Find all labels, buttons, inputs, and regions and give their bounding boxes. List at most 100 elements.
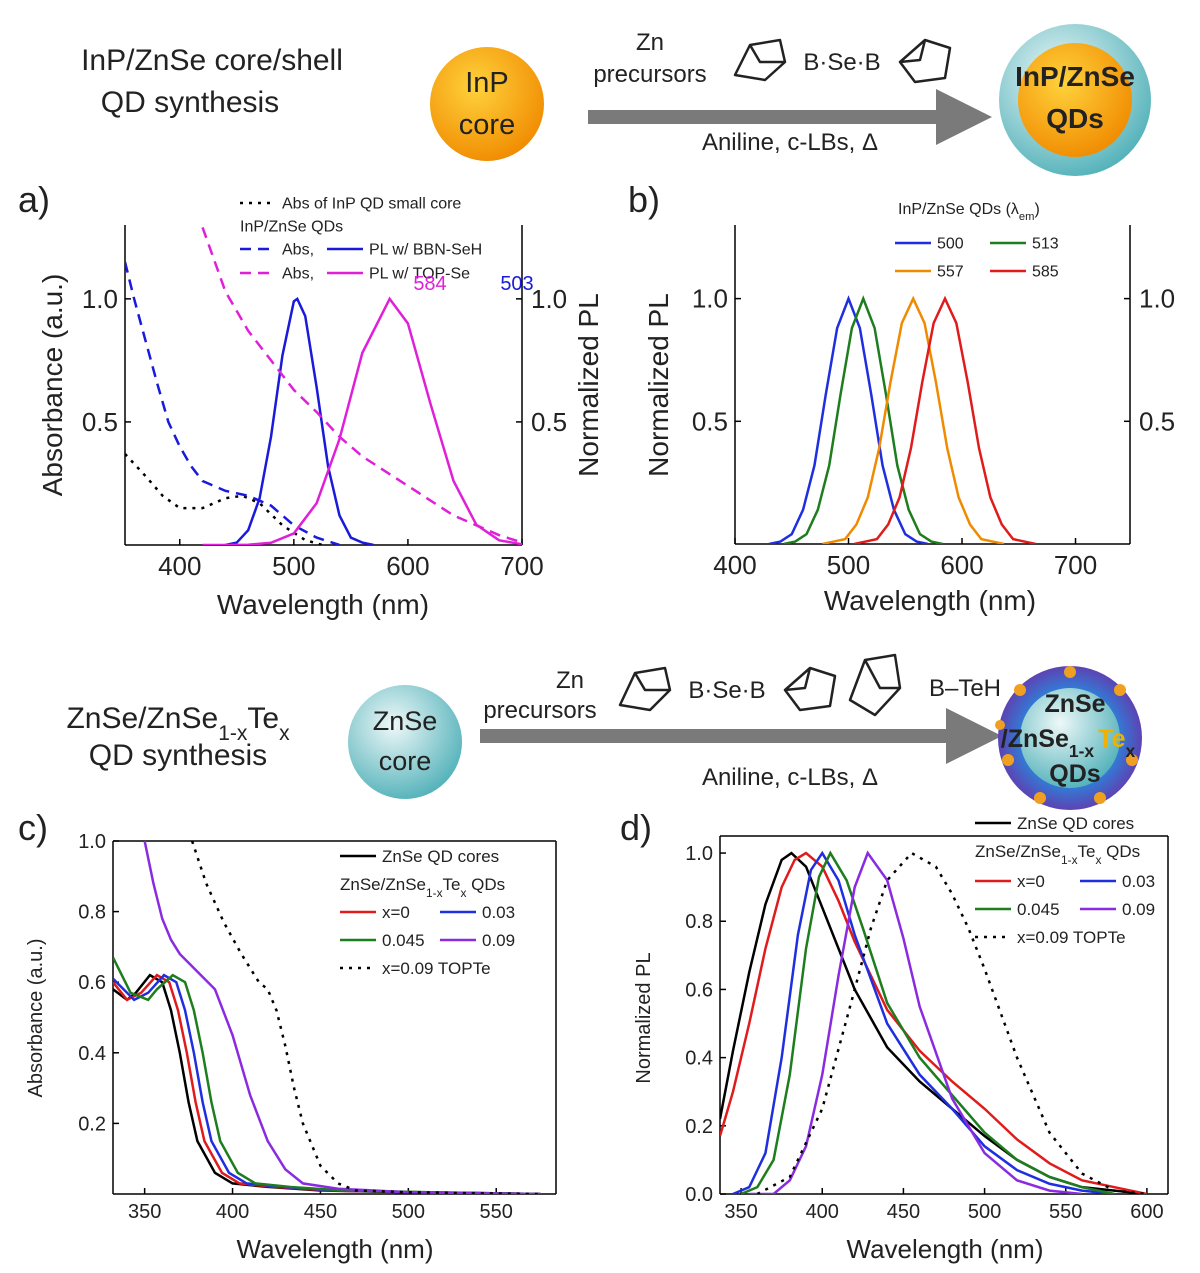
legend-label: x=0 xyxy=(382,903,410,922)
panel: 400 500 600 700 0.5 1.0 0.5 1.0 b) Wavelength (nm… xyxy=(628,179,1175,616)
x-tick-label: 600 xyxy=(386,551,429,581)
legend-subtitle: ZnSe/ZnSe1-xTex QDs xyxy=(340,875,505,900)
text-part: QDs xyxy=(1101,842,1140,861)
product-label: /ZnSe1-x Tex xyxy=(1001,725,1136,761)
series-line xyxy=(822,295,1005,544)
x-tick-label: 450 xyxy=(887,1201,920,1223)
series-line xyxy=(783,295,943,544)
y-axis-label: Absorbance (a.u.) xyxy=(37,274,68,497)
reagent: precursors xyxy=(593,61,706,88)
x-axis-label: Wavelength (nm) xyxy=(847,1234,1044,1264)
text-part: Te xyxy=(1078,842,1096,861)
y-tick-label: 0.8 xyxy=(685,911,713,933)
core-particle xyxy=(430,47,544,161)
x-tick-label: 600 xyxy=(940,550,983,580)
core-label: core xyxy=(459,109,515,141)
y-tick-label: 0.4 xyxy=(78,1043,106,1065)
x-tick-label: 550 xyxy=(1049,1201,1082,1223)
legend-label: 513 xyxy=(1032,236,1059,253)
legend-label: 500 xyxy=(937,236,964,253)
scheme-title: ZnSe/ZnSe1-xTex xyxy=(66,702,290,745)
text-part: em xyxy=(1019,211,1035,223)
ligand-structure xyxy=(733,38,952,84)
surface-dots xyxy=(995,666,1138,804)
y-tick-label: 0.4 xyxy=(685,1048,713,1070)
series-line xyxy=(125,261,340,545)
ligand-label: B·Se·B xyxy=(803,49,880,76)
legend-label: 0.045 xyxy=(382,931,425,950)
core-label: InP xyxy=(465,67,509,99)
x-tick-label: 400 xyxy=(713,550,756,580)
y-tick-label: 1.0 xyxy=(78,831,106,853)
text-part: x xyxy=(279,722,290,745)
series-line xyxy=(113,973,541,1194)
annotation: 584 xyxy=(413,273,446,295)
y2-tick-label: 1.0 xyxy=(531,284,567,314)
x-tick-label: 400 xyxy=(806,1201,839,1223)
x-tick-label: 400 xyxy=(158,551,201,581)
scheme-title: InP/ZnSe core/shell xyxy=(81,44,343,77)
series-line xyxy=(756,851,1148,1194)
legend-label: 585 xyxy=(1032,264,1059,281)
core-particle xyxy=(348,685,462,799)
legend-label: Abs of InP QD small core xyxy=(282,196,461,213)
series-line xyxy=(143,840,541,1194)
text-part: 1-x xyxy=(1061,853,1078,867)
series-line xyxy=(749,850,1083,1194)
legend-label: 0.045 xyxy=(1017,900,1060,919)
legend-label: x=0.09 TOPTe xyxy=(382,959,491,978)
y-tick-label: 0.0 xyxy=(685,1184,713,1206)
series-line xyxy=(201,227,522,544)
product-label: QDs xyxy=(1049,760,1100,788)
legend-label: x=0.09 TOPTe xyxy=(1017,928,1126,947)
series-line xyxy=(732,850,1115,1194)
panel-label: c) xyxy=(18,807,48,848)
x-axis-label: Wavelength (nm) xyxy=(824,585,1036,616)
y-axis-label: Absorbance (a.u.) xyxy=(25,939,47,1098)
series-line xyxy=(768,295,929,544)
series-line xyxy=(113,956,541,1194)
text-part: ZnSe/ZnSe xyxy=(975,842,1061,861)
x-tick-label: 700 xyxy=(1054,550,1097,580)
core-label: ZnSe xyxy=(373,706,438,736)
series-line xyxy=(853,295,1037,544)
text-part: 1-x xyxy=(1069,741,1095,761)
legend-subtitle: ZnSe/ZnSe1-xTex QDs xyxy=(975,842,1140,867)
text-part: 1-x xyxy=(426,886,443,900)
reagent: Zn xyxy=(556,667,584,694)
legend-label: x=0 xyxy=(1017,872,1045,891)
legend-subtitle: InP/ZnSe QDs xyxy=(240,219,343,236)
x-axis-label: Wavelength (nm) xyxy=(237,1234,434,1264)
legend-label: 557 xyxy=(937,264,964,281)
panel: 350 400 450 500 550 600 0.0 0.2 0.4 0.6 0.8 1.0 d) Wa… xyxy=(620,807,1169,1264)
text-part: Te xyxy=(443,875,461,894)
x-tick-label: 550 xyxy=(480,1201,513,1223)
y2-tick-label: 0.5 xyxy=(1139,406,1175,436)
x-tick-label: 350 xyxy=(128,1201,161,1223)
scheme-1: InP/ZnSe core/shell QD synthesis InP cor… xyxy=(81,24,1151,176)
panel-label: a) xyxy=(18,179,50,220)
legend-label: 0.03 xyxy=(1122,872,1155,891)
y-tick-label: 1.0 xyxy=(685,843,713,865)
x-tick-label: 500 xyxy=(827,550,870,580)
y-axis-label: Normalized PL xyxy=(633,952,655,1083)
text-part: ZnSe/ZnSe xyxy=(66,702,218,735)
legend-label: ZnSe QD cores xyxy=(1017,814,1134,833)
conditions: Aniline, c-LBs, Δ xyxy=(702,764,878,791)
text-part: Te xyxy=(1098,725,1125,753)
x-tick-label: 350 xyxy=(724,1201,757,1223)
series-line xyxy=(202,296,522,545)
series-line xyxy=(740,850,1115,1194)
y-tick-label: 0.6 xyxy=(78,972,106,994)
text-part: InP/ZnSe QDs (λ xyxy=(898,201,1019,218)
x-tick-label: 700 xyxy=(500,551,543,581)
x-tick-label: 500 xyxy=(392,1201,425,1223)
panel-label: b) xyxy=(628,179,660,220)
text-part: InP/ZnSe QDs xyxy=(240,219,343,236)
y-tick-label: 0.6 xyxy=(685,979,713,1001)
legend-label: 0.03 xyxy=(482,903,515,922)
x-tick-label: 450 xyxy=(304,1201,337,1223)
y2-tick-label: 1.0 xyxy=(1139,284,1175,314)
reagent: Zn xyxy=(636,29,664,56)
